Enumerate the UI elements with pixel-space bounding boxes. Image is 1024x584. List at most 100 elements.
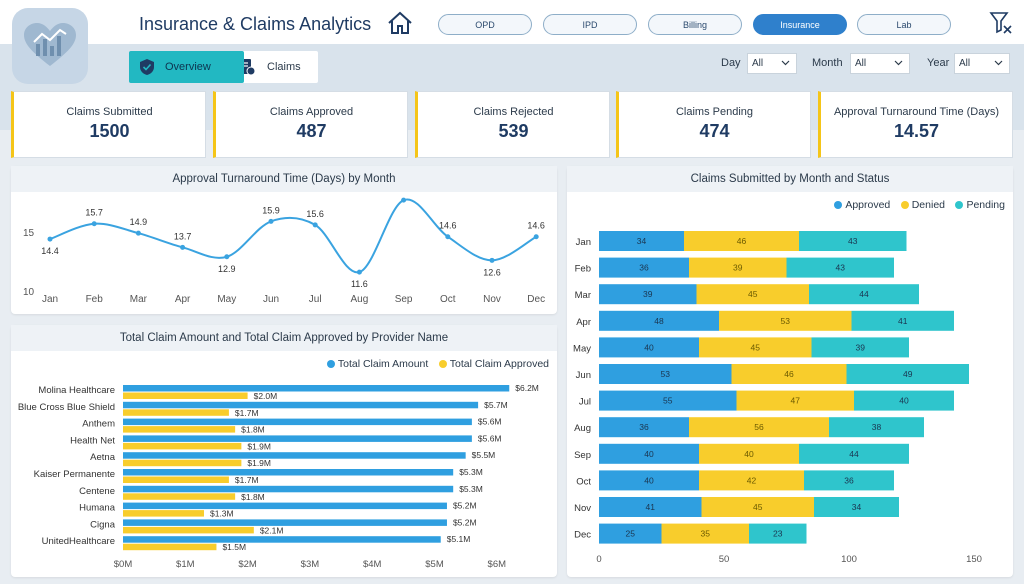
data-label: 14.6 [527,221,545,231]
home-icon[interactable] [387,10,413,36]
bar-label: 55 [663,396,673,406]
data-point [224,254,230,260]
bar-approved [599,310,719,331]
bar-total-claim-amount [123,485,454,493]
kpi-label: Claims Submitted [66,106,153,118]
clear-filter-icon[interactable] [989,10,1013,36]
tab-lab[interactable]: Lab [857,14,951,35]
claims-button-label: Claims [267,61,301,73]
bar-pending [829,417,924,438]
bar-pending [854,390,954,411]
bar-label: 40 [644,342,654,352]
kpi-value: 14.57 [893,121,940,141]
bar-label: $2.1M [260,525,284,535]
bar-label: 39 [733,263,743,273]
bar-label: 43 [836,263,846,273]
bar-label: 40 [744,449,754,459]
legend-item-total-claim-approved[interactable]: Total Claim Approved [438,358,549,370]
x-tick-label: Feb [86,294,104,305]
legend-item-pending[interactable]: Pending [955,199,1005,211]
bar-approved [599,523,662,544]
bar-label: 36 [639,422,649,432]
bar-label: 56 [754,422,764,432]
x-tick-label: Jul [309,294,322,305]
bar-label: 42 [747,475,757,485]
series-line [49,198,537,274]
bar-denied [689,257,787,278]
bar-total-claim-amount [123,536,441,543]
overview-button[interactable]: Overview [129,51,244,83]
kpi-value: 1500 [89,121,130,141]
bar-approved [599,470,699,491]
bar-pending [799,443,909,464]
tab-billing[interactable]: Billing [648,14,742,35]
x-tick-label: May [217,294,236,305]
bar-approved [599,417,689,438]
tab-ipd[interactable]: IPD [543,14,637,35]
bar-approved [599,390,737,411]
data-label: 12.6 [483,267,501,277]
day-filter-value: All [752,58,764,69]
category-label: Health Net [70,435,115,446]
x-tick-label: $1M [176,559,195,570]
kpi-claims-rejected: Claims Rejected 539 [415,91,610,158]
x-tick-label: $0M [114,559,133,570]
bar-pending [814,497,899,517]
data-label: 15.9 [262,205,280,215]
bar-denied [661,523,749,544]
legend-item-denied[interactable]: Denied [900,199,945,211]
bar-denied [701,497,814,517]
month-filter-value: All [855,58,867,69]
bar-label: $1.7M [235,408,259,418]
bar-total-claim-approved [123,526,254,534]
kpi-claims-submitted: Claims Submitted 1500 [11,91,206,158]
turnaround-line-chart-card: Approval Turnaround Time (Days) by Month… [11,166,557,314]
tab-insurance[interactable]: Insurance [753,14,847,35]
day-filter-dropdown[interactable]: All [747,53,797,74]
bar-pending [799,231,907,251]
legend-dot [326,360,335,368]
bar-label: 40 [644,475,654,485]
year-filter-dropdown[interactable]: All [954,53,1010,74]
category-label: Centene [79,486,115,497]
x-tick-label: Oct [440,294,456,305]
data-point [312,222,318,228]
bar-approved [599,497,702,517]
bar-denied [699,470,804,491]
bar-label: 45 [748,289,758,299]
legend-dot [900,201,909,209]
x-tick-label: 50 [719,554,730,565]
bar-label: 44 [859,289,869,299]
bar-denied [699,443,799,464]
bar-total-claim-approved [123,442,242,450]
category-label: Mar [575,290,591,301]
category-label: May [573,343,591,354]
bar-pending [811,337,909,358]
data-point [489,257,495,263]
tab-opd[interactable]: OPD [438,14,532,35]
bar-total-claim-amount [123,401,479,409]
x-tick-label: $4M [363,559,382,570]
bar-label: 46 [784,369,794,379]
bar-denied [731,364,847,384]
bar-total-claim-approved [123,409,229,416]
data-label: 14.4 [41,246,59,256]
bar-label: 45 [753,502,763,512]
chevron-down-icon [894,60,903,66]
bar-label: $1.5M [222,542,246,552]
bar-label: 39 [856,342,866,352]
legend-item-approved[interactable]: Approved [834,199,890,211]
bar-label: 44 [849,449,859,459]
category-label: Apr [576,317,591,328]
category-label: Aug [574,423,591,434]
bar-approved [599,231,684,251]
category-label: Aetna [90,452,116,463]
bar-label: 48 [654,316,664,326]
provider-bar-chart: Molina Healthcare $6.2M $2.0M Blue Cross Bl… [18,383,539,570]
month-filter-dropdown[interactable]: All [850,53,910,74]
data-point [180,244,186,250]
kpi-label: Claims Pending [675,106,754,118]
data-label: 17.7 [395,192,413,194]
bar-label: 40 [899,396,909,406]
legend-item-total-claim-amount[interactable]: Total Claim Amount [326,358,428,370]
